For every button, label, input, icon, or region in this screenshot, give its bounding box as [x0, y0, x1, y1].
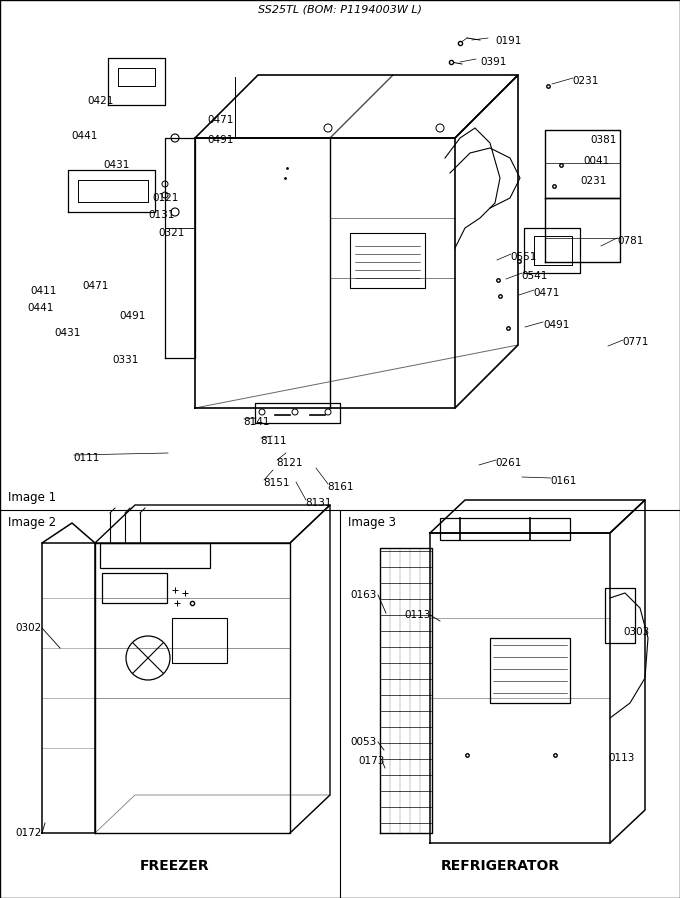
Text: 0163: 0163 — [350, 590, 376, 600]
Text: 0161: 0161 — [550, 476, 577, 486]
Text: 8121: 8121 — [276, 458, 303, 468]
Text: 0781: 0781 — [617, 236, 643, 246]
Text: 0441: 0441 — [27, 303, 53, 313]
Text: Image 1: Image 1 — [8, 491, 56, 504]
Text: 0053: 0053 — [350, 737, 376, 747]
Text: 8161: 8161 — [327, 482, 354, 492]
Text: 0111: 0111 — [73, 453, 99, 463]
Text: SS25TL (BOM: P1194003W L): SS25TL (BOM: P1194003W L) — [258, 4, 422, 14]
Text: Image 3: Image 3 — [348, 516, 396, 529]
Bar — [605, 588, 635, 643]
Text: 0231: 0231 — [580, 176, 607, 186]
Text: 0431: 0431 — [54, 328, 80, 338]
Text: 0113: 0113 — [608, 753, 634, 763]
Text: FREEZER: FREEZER — [140, 859, 210, 873]
Text: 0231: 0231 — [572, 76, 598, 86]
Text: 0551: 0551 — [510, 252, 537, 262]
Text: 0321: 0321 — [158, 228, 184, 238]
Text: 0491: 0491 — [207, 135, 233, 145]
Bar — [490, 638, 570, 703]
Text: 0391: 0391 — [480, 57, 507, 67]
Text: 0303: 0303 — [623, 627, 649, 637]
Text: 8131: 8131 — [305, 498, 332, 508]
Text: 0471: 0471 — [207, 115, 233, 125]
Text: 0471: 0471 — [82, 281, 108, 291]
Bar — [172, 618, 227, 663]
Text: 0471: 0471 — [533, 288, 560, 298]
Text: 0261: 0261 — [495, 458, 522, 468]
Text: 0131: 0131 — [148, 210, 174, 220]
Text: 8141: 8141 — [243, 417, 269, 427]
Text: 0302: 0302 — [15, 623, 41, 633]
Text: 0771: 0771 — [622, 337, 648, 347]
Text: 8151: 8151 — [263, 478, 290, 488]
Text: REFRIGERATOR: REFRIGERATOR — [441, 859, 560, 873]
Text: 0411: 0411 — [30, 286, 56, 296]
Text: 0381: 0381 — [590, 135, 616, 145]
Text: 0331: 0331 — [112, 355, 138, 365]
Bar — [350, 233, 425, 288]
Text: 0191: 0191 — [495, 36, 522, 46]
Text: 0421: 0421 — [87, 96, 114, 106]
Text: 0173: 0173 — [358, 756, 384, 766]
Text: 0113: 0113 — [404, 610, 430, 620]
Text: 0491: 0491 — [543, 320, 569, 330]
Text: 0491: 0491 — [119, 311, 146, 321]
Text: 0041: 0041 — [583, 156, 609, 166]
Text: 0172: 0172 — [15, 828, 41, 838]
Text: 8111: 8111 — [260, 436, 286, 446]
Text: 0441: 0441 — [71, 131, 97, 141]
Bar — [100, 543, 210, 568]
Text: 0431: 0431 — [103, 160, 129, 170]
Bar — [102, 573, 167, 603]
Text: 0121: 0121 — [152, 193, 178, 203]
Text: Image 2: Image 2 — [8, 516, 56, 529]
Text: 0541: 0541 — [521, 271, 547, 281]
Bar — [440, 518, 570, 540]
